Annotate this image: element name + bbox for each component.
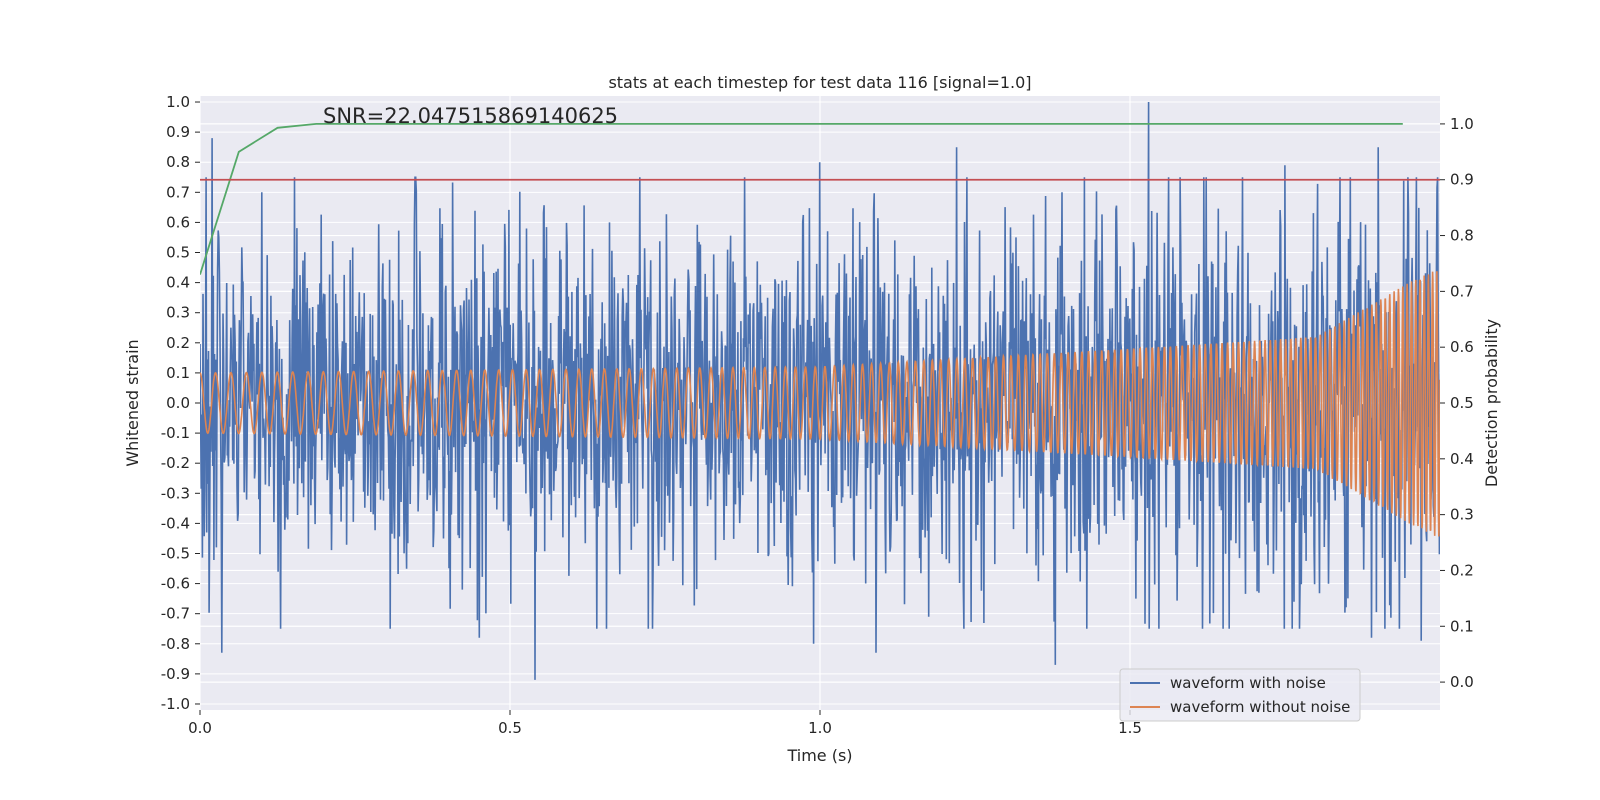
y2-tick-label: 1.0	[1450, 115, 1474, 133]
x-tick-label: 0.5	[498, 719, 522, 737]
y2-tick-label: 0.7	[1450, 282, 1474, 300]
legend-label-noise: waveform with noise	[1170, 674, 1326, 692]
y-tick-label: 0.5	[166, 244, 190, 262]
y-tick-label: -1.0	[161, 695, 190, 713]
y2-tick-label: 0.1	[1450, 617, 1474, 635]
series-layer	[200, 101, 1440, 680]
y-tick-label: -0.7	[161, 605, 190, 623]
y-tick-label: 0.3	[166, 304, 190, 322]
y-tick-label: -0.8	[161, 635, 190, 653]
y-tick-label: -0.2	[161, 454, 190, 472]
x-tick-label: 0.0	[188, 719, 212, 737]
y2-tick-label: 0.2	[1450, 561, 1474, 579]
x-tick-label: 1.5	[1118, 719, 1142, 737]
y-tick-label: 0.8	[166, 153, 190, 171]
tick-labels: 1.0 0.9 0.8 0.7 0.6 0.5 0.4 0.3 0.2 0.1 0.0 -0.1 -0.…	[161, 93, 1474, 737]
legend-label-clean: waveform without noise	[1170, 698, 1350, 716]
y-tick-label: -0.9	[161, 665, 190, 683]
y-tick-label: -0.1	[161, 424, 190, 442]
y2-tick-label: 0.8	[1450, 227, 1474, 245]
y-tick-label: -0.6	[161, 575, 190, 593]
y2-tick-label: 0.4	[1450, 450, 1474, 468]
y-tick-label: 0.1	[166, 364, 190, 382]
legend: waveform with noise waveform without noi…	[1119, 668, 1361, 722]
y-tick-label: -0.5	[161, 544, 190, 562]
detection-probability-line	[200, 123, 1403, 275]
legend-box	[1119, 668, 1361, 722]
y-tick-label: 0.9	[166, 123, 190, 141]
y-tick-label: 0.0	[166, 394, 190, 412]
y-tick-label: 0.4	[166, 274, 190, 292]
y2-tick-label: 0.9	[1450, 171, 1474, 189]
y2-axis-label: Detection probability	[1482, 319, 1501, 487]
snr-annotation: SNR=22.047515869140625	[323, 104, 618, 128]
y2-tick-label: 0.0	[1450, 673, 1474, 691]
y-tick-label: -0.3	[161, 484, 190, 502]
x-axis-label: Time (s)	[786, 746, 852, 765]
x-tick-label: 1.0	[808, 719, 832, 737]
series-waveform-without-noise	[200, 271, 1440, 537]
y-tick-label: 0.2	[166, 334, 190, 352]
y-tick-label: 0.7	[166, 183, 190, 201]
y-axis-label: Whitened strain	[123, 339, 142, 466]
y-tick-label: 0.6	[166, 213, 190, 231]
y-tick-label: -0.4	[161, 514, 190, 532]
y2-tick-label: 0.3	[1450, 506, 1474, 524]
y-tick-label: 1.0	[166, 93, 190, 111]
chart-title: stats at each timestep for test data 116…	[608, 73, 1031, 92]
y2-tick-label: 0.5	[1450, 394, 1474, 412]
y2-tick-label: 0.6	[1450, 338, 1474, 356]
